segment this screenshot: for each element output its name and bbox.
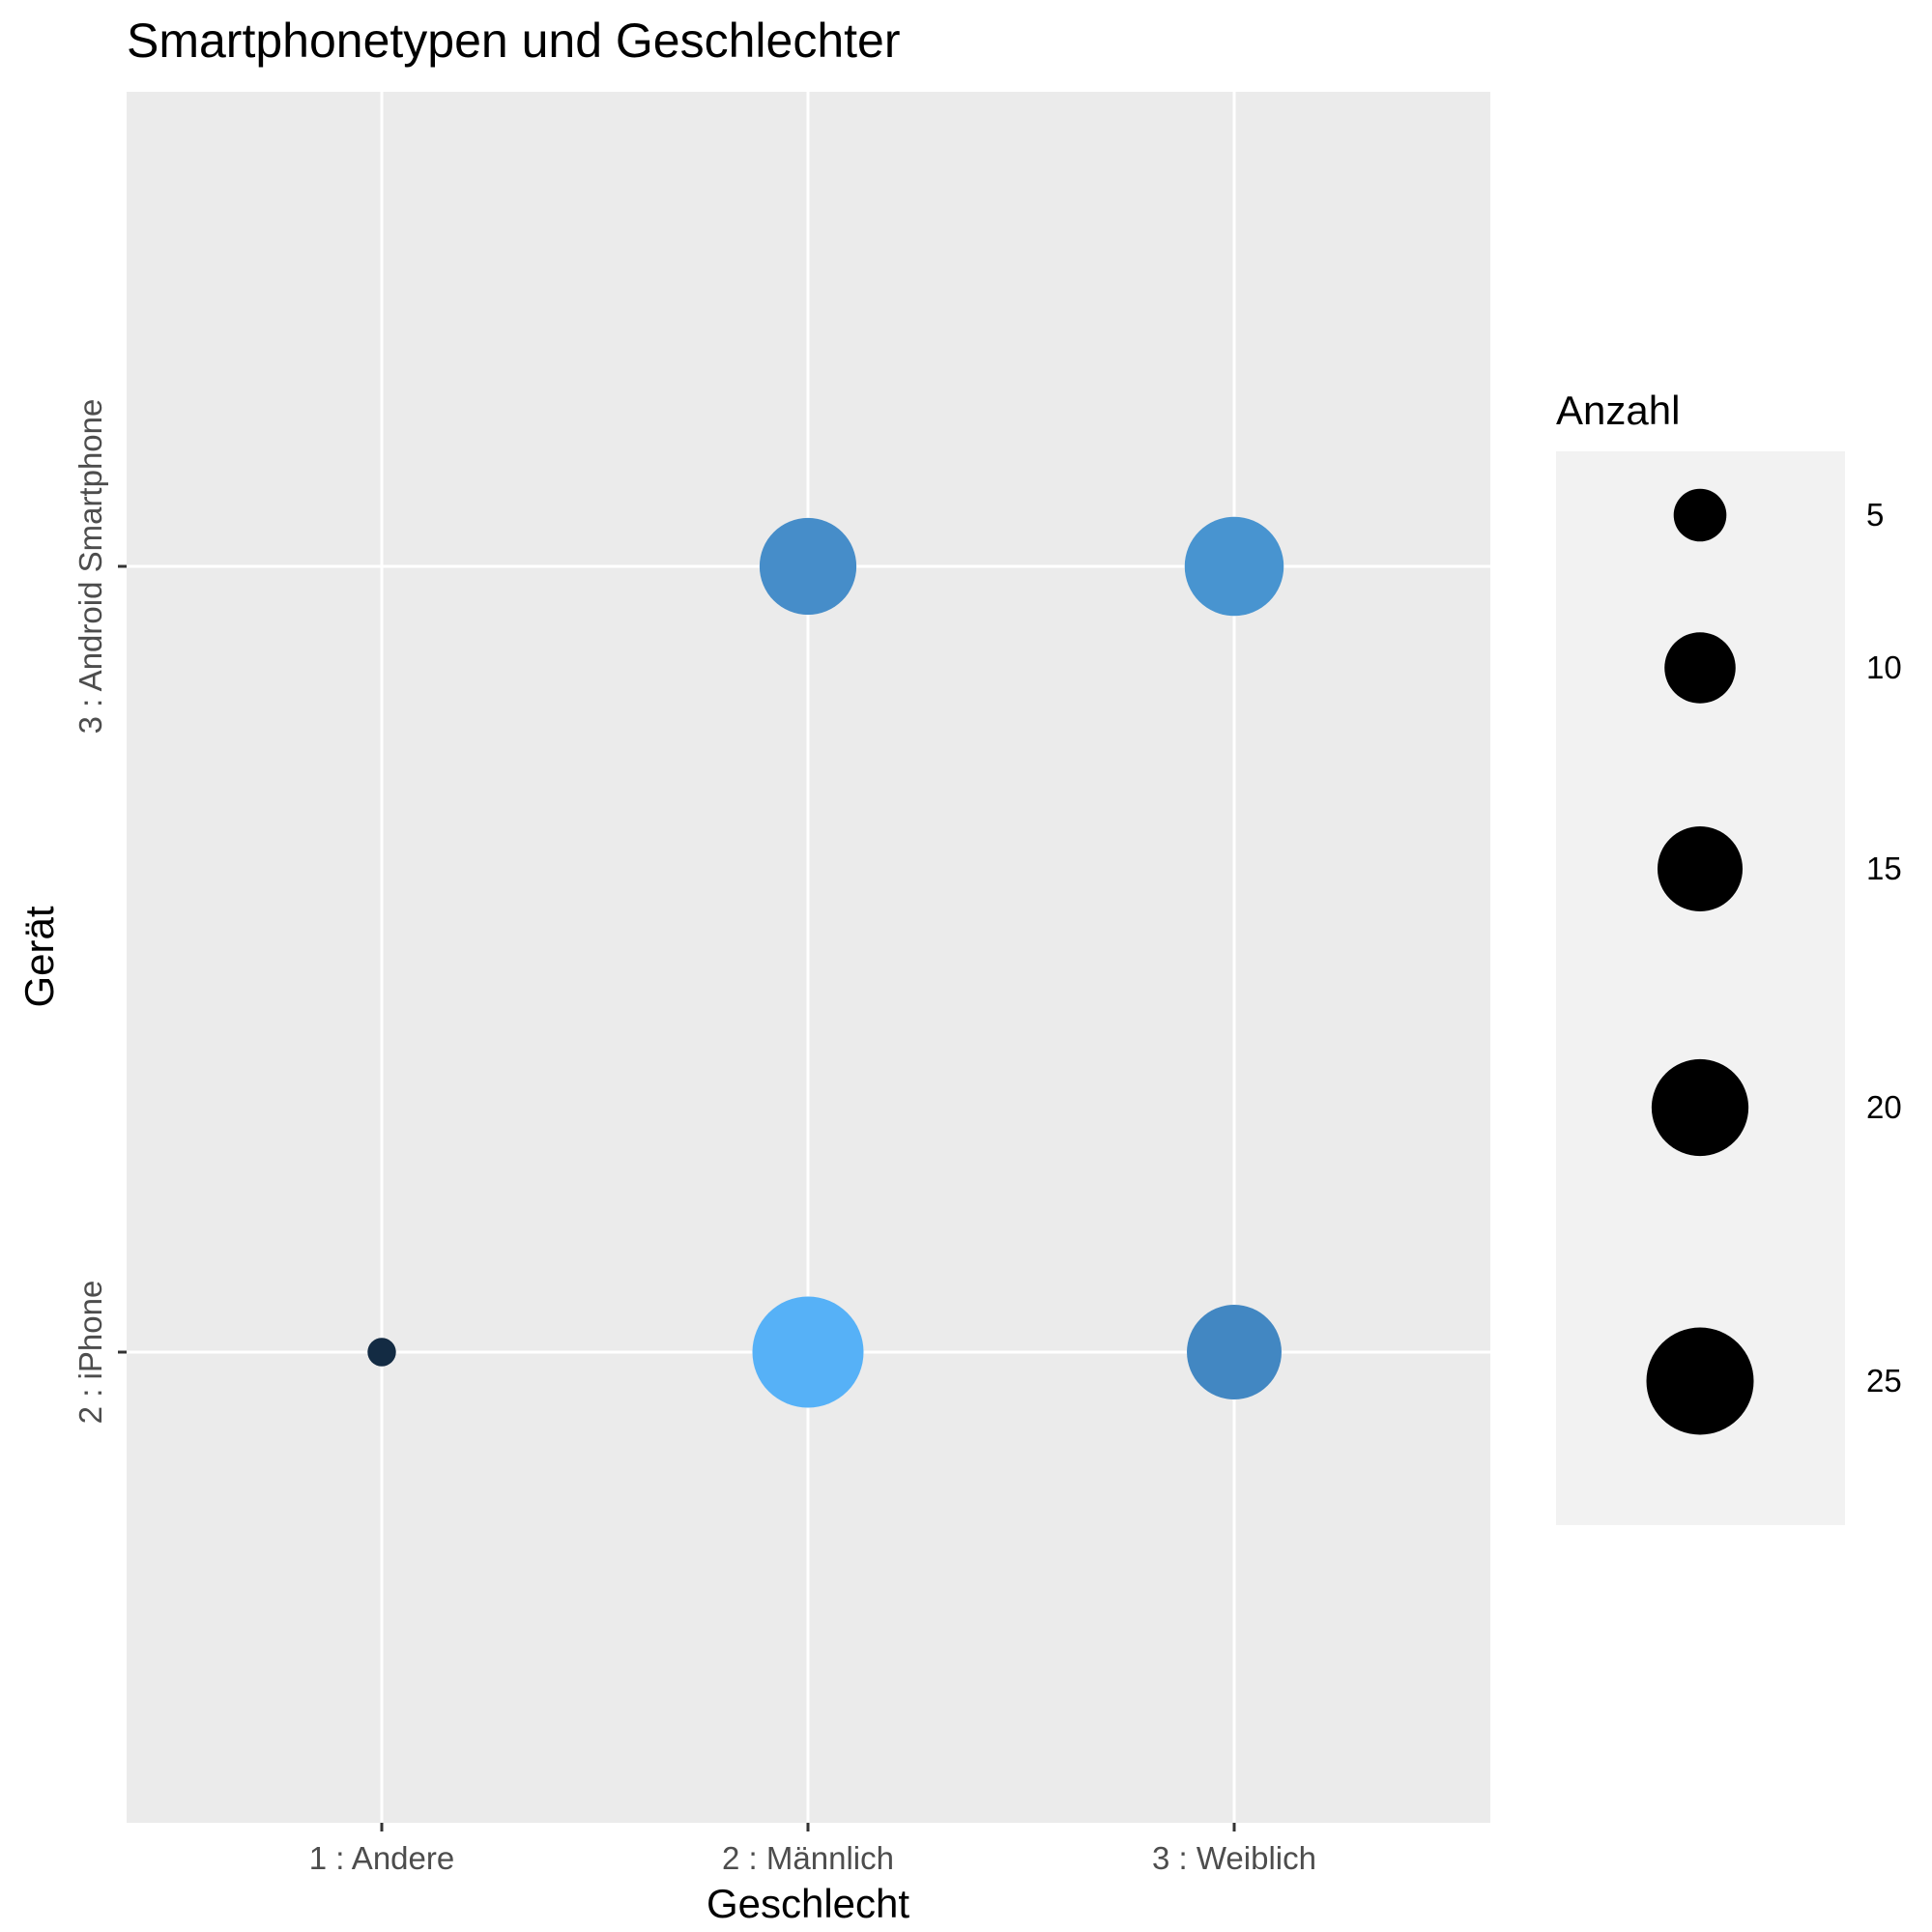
legend-key-circle	[1657, 825, 1744, 912]
data-points	[367, 516, 1284, 1408]
y-axis-title: Gerät	[16, 906, 62, 1007]
data-point	[752, 1296, 864, 1408]
data-point	[367, 1338, 396, 1367]
legend-key-circle	[1646, 1327, 1754, 1435]
legend-key-label: 10	[1866, 649, 1902, 685]
legend-key-label: 5	[1866, 497, 1884, 533]
data-point	[1184, 516, 1284, 617]
legend-key-label: 20	[1866, 1089, 1902, 1125]
legend-key-label: 15	[1866, 851, 1902, 886]
legend-key-circle	[1651, 1058, 1749, 1157]
legend-key-circle	[1673, 488, 1727, 542]
x-tick-label: 1 : Andere	[309, 1840, 454, 1876]
chart-title: Smartphonetypen und Geschlechter	[127, 14, 901, 68]
legend-title: Anzahl	[1556, 388, 1680, 433]
x-axis-title: Geschlecht	[706, 1881, 909, 1926]
y-tick-label: 2 : iPhone	[72, 1281, 108, 1425]
x-tick-label: 3 : Weiblich	[1152, 1840, 1316, 1876]
data-point	[759, 517, 857, 616]
x-tick-label: 2 : Männlich	[722, 1840, 894, 1876]
y-tick-label: 3 : Android Smartphone	[72, 399, 108, 735]
data-point	[1187, 1305, 1282, 1399]
legend: 5 10 15 20 25	[1646, 488, 1902, 1435]
axes: 1 : Andere 2 : Männlich 3 : Weiblich 2 : iP…	[72, 399, 1316, 1876]
legend-key-label: 25	[1866, 1363, 1902, 1399]
legend-key-circle	[1664, 632, 1736, 704]
